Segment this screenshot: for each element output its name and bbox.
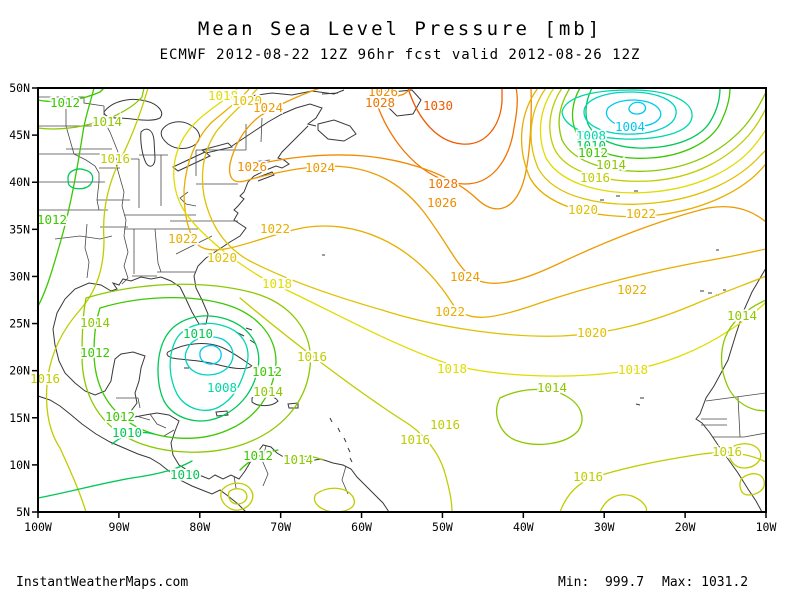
isobar-value-label: 1020 bbox=[577, 325, 607, 340]
lat-tick-label: 20N bbox=[9, 364, 30, 378]
isobar-value-label: 1028 bbox=[428, 176, 458, 191]
lat-tick-label: 15N bbox=[9, 411, 30, 425]
lat-tick-label: 45N bbox=[9, 128, 30, 142]
isobar-value-label: 1016 bbox=[100, 151, 130, 166]
site-credit: InstantWeatherMaps.com bbox=[16, 575, 189, 590]
isobar-value-label: 1010 bbox=[576, 138, 606, 153]
lat-tick-label: 30N bbox=[9, 269, 30, 283]
isobar-value-label: 1024 bbox=[450, 269, 480, 284]
isobar-value-label: 1030 bbox=[423, 98, 453, 113]
lat-tick-label: 35N bbox=[9, 222, 30, 236]
isobar-value-label: 1018 bbox=[208, 88, 238, 103]
political-borders bbox=[38, 96, 767, 495]
isobar-value-label: 1010 bbox=[170, 467, 200, 482]
isobar-value-label: 1016 bbox=[573, 469, 603, 484]
isobar-value-label: 1026 bbox=[427, 195, 457, 210]
isobar-lines bbox=[37, 87, 767, 513]
isobar-value-label: 1012 bbox=[578, 145, 608, 160]
isobar-value-label: 1012 bbox=[50, 95, 80, 110]
isobar-value-label: 1012 bbox=[37, 212, 67, 227]
lon-tick-label: 30W bbox=[594, 520, 615, 534]
isobar-value-label: 1008 bbox=[576, 128, 606, 143]
lon-tick-label: 10W bbox=[756, 520, 777, 534]
lon-tick-label: 40W bbox=[513, 520, 534, 534]
lat-tick-label: 50N bbox=[9, 81, 30, 95]
map-frame bbox=[37, 87, 767, 513]
isobar-value-label: 1022 bbox=[260, 221, 290, 236]
lon-tick-label: 50W bbox=[432, 520, 453, 534]
isobar-value-label: 1008 bbox=[207, 380, 237, 395]
isobar-value-label: 1018 bbox=[618, 362, 648, 377]
field-max-readout: Max: 1031.2 bbox=[662, 575, 749, 590]
isobar-value-label: 1022 bbox=[626, 206, 656, 221]
isobar-value-label: 1028 bbox=[365, 95, 395, 110]
isobar-value-label: 1022 bbox=[168, 231, 198, 246]
isobar-value-label: 1014 bbox=[596, 157, 626, 172]
lat-tick-label: 25N bbox=[9, 317, 30, 331]
lat-tick-label: 5N bbox=[16, 505, 30, 519]
isobar-value-label: 1010 bbox=[183, 326, 213, 341]
field-min-readout: Min: 999.7 bbox=[558, 575, 645, 590]
isobar-value-label: 1018 bbox=[437, 361, 467, 376]
lon-tick-label: 60W bbox=[351, 520, 372, 534]
lon-tick-label: 100W bbox=[24, 520, 52, 534]
isobar-value-label: 1014 bbox=[537, 380, 567, 395]
page-title: Mean Sea Level Pressure [mb] bbox=[197, 18, 603, 40]
isobar-value-label: 1018 bbox=[262, 276, 292, 291]
lon-tick-label: 90W bbox=[108, 520, 129, 534]
isobar-value-label: 1014 bbox=[283, 452, 313, 467]
isobar-value-label: 1016 bbox=[400, 432, 430, 447]
isobar-value-label: 1014 bbox=[253, 384, 283, 399]
coastlines bbox=[37, 87, 767, 513]
isobar-value-label: 1014 bbox=[92, 114, 122, 129]
isobar-value-label: 1012 bbox=[243, 448, 273, 463]
isobar-value-label: 1012 bbox=[252, 364, 282, 379]
isobar-value-label: 1014 bbox=[80, 315, 110, 330]
isobar-value-label: 1022 bbox=[617, 282, 647, 297]
lon-tick-label: 70W bbox=[270, 520, 291, 534]
lat-tick-label: 40N bbox=[9, 175, 30, 189]
isobar-value-label: 1024 bbox=[305, 160, 335, 175]
isobar-value-label: 1014 bbox=[727, 308, 757, 323]
isobar-value-label: 1024 bbox=[253, 100, 283, 115]
isobar-value-label: 1016 bbox=[430, 417, 460, 432]
isobar-value-label: 1022 bbox=[435, 304, 465, 319]
lon-tick-label: 80W bbox=[189, 520, 210, 534]
isobar-value-label: 1020 bbox=[232, 93, 262, 108]
isobar-value-label: 1016 bbox=[712, 444, 742, 459]
isobar-value-label: 1016 bbox=[580, 170, 610, 185]
isobar-value-label: 1012 bbox=[80, 345, 110, 360]
isobar-value-label: 1026 bbox=[237, 159, 267, 174]
isobar-value-label: 1004 bbox=[615, 119, 645, 134]
isobar-value-label: 1020 bbox=[207, 250, 237, 265]
isobar-value-label: 1012 bbox=[105, 409, 135, 424]
isobar-value-label: 1020 bbox=[568, 202, 598, 217]
page-subtitle: ECMWF 2012-08-22 12Z 96hr fcst valid 201… bbox=[159, 47, 641, 63]
lat-tick-label: 10N bbox=[9, 458, 30, 472]
isobar-value-label: 1010 bbox=[112, 425, 142, 440]
isobar-value-label: 1016 bbox=[297, 349, 327, 364]
isobar-value-label: 1016 bbox=[30, 371, 60, 386]
lon-tick-label: 20W bbox=[675, 520, 696, 534]
